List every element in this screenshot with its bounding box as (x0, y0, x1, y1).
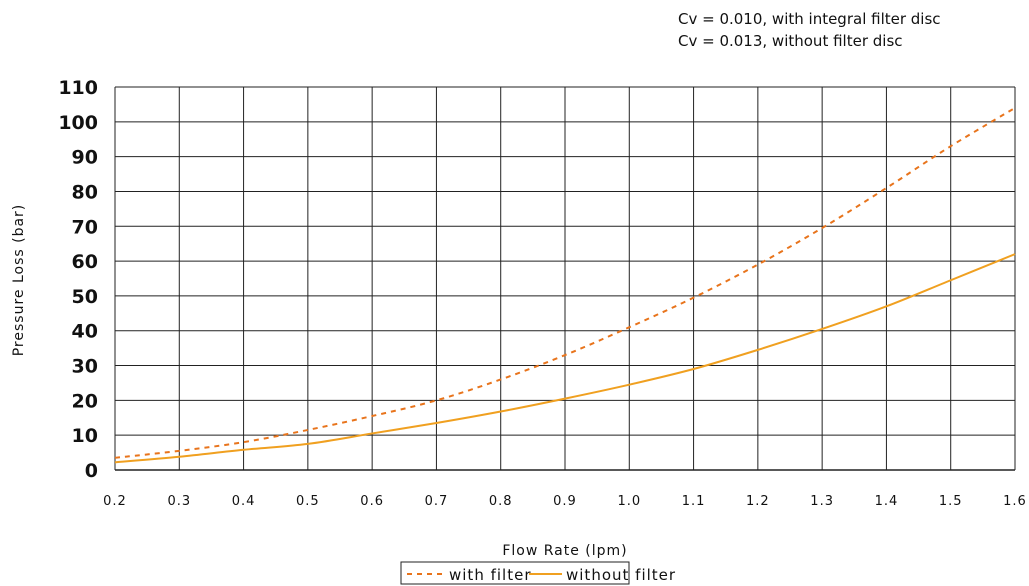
y-tick-label: 50 (72, 286, 98, 308)
x-tick-label: 0.4 (232, 494, 256, 509)
x-tick-label: 1.3 (810, 494, 834, 509)
x-tick-label: 0.6 (360, 494, 384, 509)
x-tick-label: 1.2 (746, 494, 770, 509)
y-tick-label: 110 (58, 77, 98, 99)
annotation-cv-with-filter: Cv = 0.010, with integral filter disc (678, 10, 941, 28)
y-tick-label: 20 (72, 390, 98, 412)
y-axis-label: Pressure Loss (bar) (11, 204, 27, 357)
legend: with filter without filter (400, 561, 676, 585)
series-line-with-filter (114, 107, 1016, 459)
x-tick-label: 0.3 (167, 494, 191, 509)
y-tick-label: 60 (72, 251, 98, 273)
x-tick-label: 1.6 (1003, 494, 1027, 509)
x-axis-ticks: 0.2 0.3 0.4 0.5 0.6 0.7 0.8 0.9 1.0 1.1 1.2 1.3 1.4 1… (103, 494, 1027, 509)
x-tick-label: 1.4 (875, 494, 899, 509)
x-tick-label: 0.2 (103, 494, 127, 509)
y-tick-label: 0 (85, 460, 98, 482)
annotation-cv-without-filter: Cv = 0.013, without filter disc (678, 32, 903, 50)
x-tick-label: 1.0 (617, 494, 641, 509)
grid (114, 86, 1016, 471)
x-tick-label: 0.8 (489, 494, 513, 509)
y-tick-label: 90 (72, 147, 98, 169)
y-tick-label: 70 (72, 216, 98, 238)
y-axis-ticks: 0 10 20 30 40 50 60 70 80 90 100 110 (58, 77, 98, 482)
x-tick-label: 1.1 (682, 494, 706, 509)
legend-label-with-filter: with filter (449, 566, 531, 584)
y-tick-label: 100 (58, 112, 98, 134)
x-axis-label: Flow Rate (lpm) (502, 543, 627, 559)
legend-box (400, 561, 630, 585)
x-tick-label: 0.7 (425, 494, 449, 509)
x-tick-label: 0.9 (553, 494, 577, 509)
series-lines (114, 107, 1016, 464)
legend-label-without-filter: without filter (566, 566, 676, 584)
series-line-without-filter (114, 253, 1016, 464)
y-tick-label: 10 (72, 425, 98, 447)
y-tick-label: 40 (72, 321, 98, 343)
y-tick-label: 80 (72, 181, 98, 203)
y-tick-label: 30 (72, 356, 98, 378)
x-tick-label: 1.5 (939, 494, 963, 509)
x-tick-label: 0.5 (296, 494, 320, 509)
